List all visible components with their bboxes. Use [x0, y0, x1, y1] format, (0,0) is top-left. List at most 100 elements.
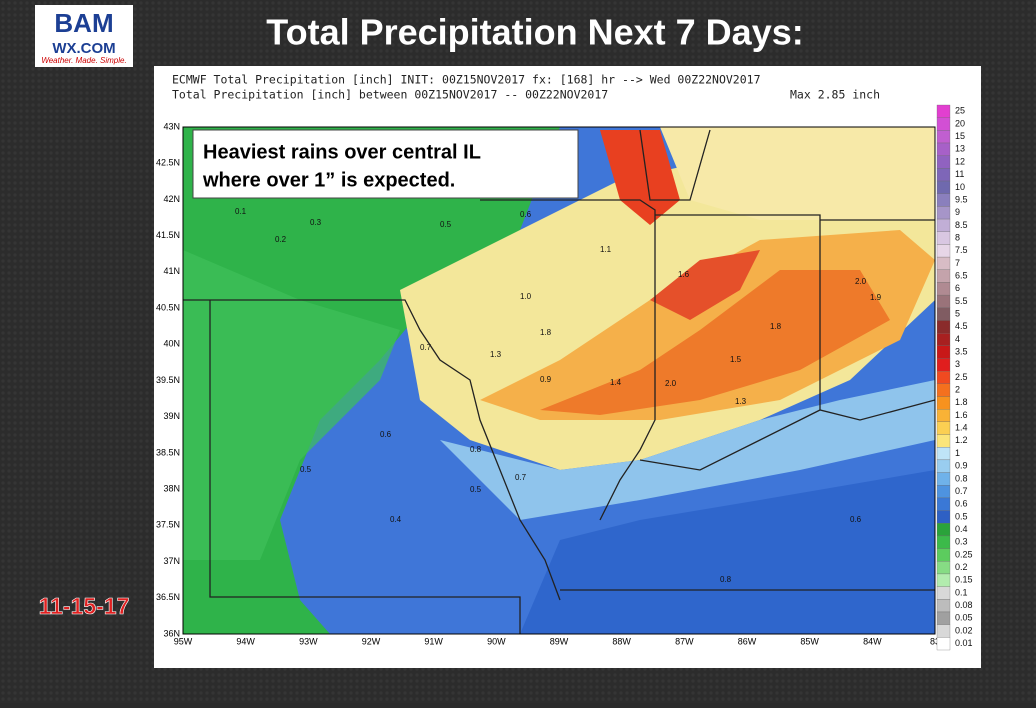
colorbar-swatch — [936, 142, 951, 156]
point-label: 0.1 — [235, 207, 247, 216]
colorbar-swatch — [936, 599, 951, 613]
lon-labels: 95W 94W 93W 92W 91W 90W 89W 88W 87W 86W 85W 84W 83 — [174, 636, 940, 646]
lat-label: 39N — [163, 411, 180, 421]
colorbar-label: 6 — [955, 283, 960, 293]
colorbar-label: 4 — [955, 334, 960, 344]
point-label: 0.6 — [380, 430, 392, 439]
colorbar-swatch — [936, 383, 951, 397]
callout-text: where over 1” is expected. — [202, 169, 455, 191]
colorbar-swatch — [936, 206, 951, 220]
colorbar-label: 15 — [955, 131, 965, 141]
colorbar-swatch — [936, 497, 951, 511]
point-label: 0.8 — [720, 575, 732, 584]
colorbar-swatch — [936, 345, 951, 359]
lat-label: 36.5N — [156, 592, 180, 602]
colorbar-label: 1.8 — [955, 397, 968, 407]
point-label: 1.1 — [600, 245, 612, 254]
colorbar-swatch — [936, 624, 951, 638]
colorbar-label: 2.5 — [955, 372, 968, 382]
colorbar-label: 0.8 — [955, 473, 968, 483]
lat-label: 41N — [163, 266, 180, 276]
map-frame — [182, 126, 936, 635]
map-header: Total Precipitation [inch] between 00Z15… — [172, 88, 608, 102]
colorbar-label: 0.3 — [955, 537, 968, 547]
colorbar-label: 6.5 — [955, 270, 968, 280]
colorbar-label: 13 — [955, 144, 965, 154]
colorbar-swatch — [936, 611, 951, 625]
point-label: 0.5 — [440, 220, 452, 229]
colorbar-swatch — [936, 332, 951, 346]
point-label: 1.5 — [730, 355, 742, 364]
lat-label: 42N — [163, 194, 180, 204]
max-label: Max 2.85 inch — [790, 88, 880, 102]
colorbar-label: 0.15 — [955, 575, 973, 585]
colorbar-swatch — [936, 358, 951, 372]
callout-text: Heaviest rains over central IL — [203, 141, 481, 163]
logo-tag: Weather. Made. Simple. — [41, 56, 126, 65]
lon-label: 93W — [299, 636, 318, 646]
colorbar-swatch — [936, 269, 951, 283]
colorbar-swatch — [936, 193, 951, 207]
colorbar-swatch — [936, 371, 951, 384]
colorbar-label: 12 — [955, 156, 965, 166]
point-label: 0.6 — [520, 210, 532, 219]
colorbar-label: 1.4 — [955, 423, 968, 433]
lat-label: 40N — [163, 339, 180, 349]
lon-label: 86W — [738, 636, 757, 646]
point-label: 0.9 — [540, 375, 552, 384]
colorbar-label: 1.6 — [955, 410, 968, 420]
colorbar-label: 3.5 — [955, 347, 968, 357]
colorbar: 252015131211109.598.587.576.565.554.543.… — [936, 104, 973, 651]
colorbar-label: 0.4 — [955, 524, 968, 534]
point-label: 1.8 — [770, 322, 782, 331]
point-label: 1.9 — [870, 293, 882, 302]
colorbar-label: 0.05 — [955, 613, 973, 623]
lat-label: 37N — [163, 556, 180, 566]
lon-label: 88W — [612, 636, 631, 646]
colorbar-swatch — [936, 244, 951, 258]
title: Total Precipitation Next 7 Days: — [266, 12, 803, 53]
colorbar-swatch — [936, 447, 951, 461]
map-header: ECMWF Total Precipitation [inch] INIT: 0… — [172, 73, 761, 87]
point-label: 2.0 — [665, 379, 677, 388]
colorbar-label: 2 — [955, 385, 960, 395]
colorbar-label: 5.5 — [955, 296, 968, 306]
lon-label: 84W — [863, 636, 882, 646]
lat-label: 43N — [163, 121, 180, 131]
colorbar-swatch — [936, 421, 951, 435]
point-label: 1.8 — [540, 328, 552, 337]
colorbar-swatch — [936, 307, 951, 321]
colorbar-swatch — [936, 396, 951, 410]
colorbar-label: 7.5 — [955, 245, 968, 255]
lon-label: 85W — [800, 636, 819, 646]
colorbar-label: 10 — [955, 182, 965, 192]
logo-top: BAM — [54, 8, 113, 38]
colorbar-label: 11 — [955, 169, 964, 179]
colorbar-label: 3 — [955, 359, 960, 369]
point-label: 1.6 — [678, 270, 690, 279]
colorbar-swatch — [936, 256, 951, 270]
lat-label: 37.5N — [156, 520, 180, 530]
colorbar-swatch — [936, 573, 951, 587]
colorbar-swatch — [936, 294, 951, 308]
lon-label: 95W — [174, 636, 193, 646]
precip-field — [183, 127, 935, 634]
point-label: 0.4 — [390, 515, 402, 524]
colorbar-swatch — [936, 459, 951, 473]
lon-label: 92W — [362, 636, 381, 646]
colorbar-swatch — [936, 117, 951, 131]
colorbar-swatch — [936, 434, 951, 448]
colorbar-label: 0.7 — [955, 486, 968, 496]
point-label: 1.0 — [520, 292, 532, 301]
point-label: 0.7 — [515, 473, 527, 482]
colorbar-label: 1.2 — [955, 435, 968, 445]
colorbar-label: 7 — [955, 258, 960, 268]
lon-label: 94W — [236, 636, 255, 646]
colorbar-label: 1 — [955, 448, 960, 458]
colorbar-swatch — [936, 510, 951, 524]
colorbar-label: 0.2 — [955, 562, 968, 572]
colorbar-swatch — [936, 548, 951, 562]
point-labels: 0.1 0.2 0.3 0.5 0.6 1.0 1.3 1.8 1.4 2.0 1.6 1.5 1.8 1… — [235, 207, 882, 584]
point-label: 0.7 — [420, 343, 432, 352]
